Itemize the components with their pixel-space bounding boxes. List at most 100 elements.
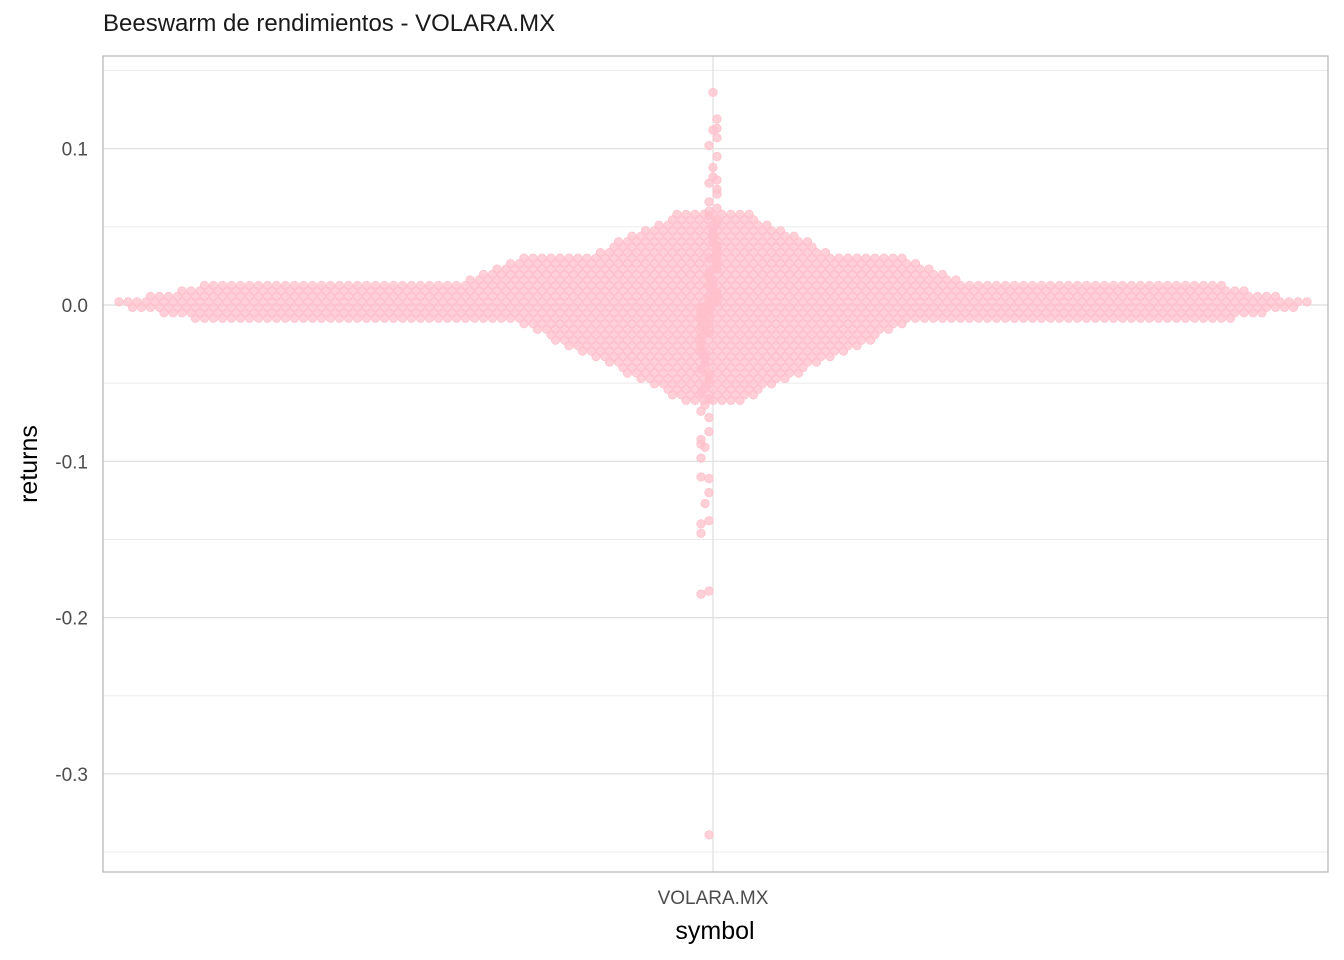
data-point	[1045, 313, 1056, 323]
data-point	[226, 313, 237, 323]
data-point	[343, 313, 354, 323]
data-point	[681, 395, 691, 405]
data-point	[352, 313, 363, 323]
data-point	[235, 313, 246, 323]
data-point	[1009, 313, 1020, 323]
data-point	[708, 87, 718, 98]
data-point	[696, 453, 706, 463]
data-point	[704, 586, 714, 596]
data-point	[505, 313, 516, 323]
data-point	[1135, 313, 1146, 323]
data-point	[136, 302, 147, 312]
data-point	[793, 368, 804, 378]
data-point	[415, 313, 426, 323]
y-axis-title: returns	[15, 425, 43, 503]
data-point	[519, 319, 529, 329]
data-point	[1198, 313, 1209, 323]
y-tick-label: -0.3	[55, 765, 88, 786]
data-point	[1117, 313, 1128, 323]
y-axis-ticks: 0.1 0.0 -0.1 -0.2 -0.3	[55, 140, 88, 786]
data-point	[145, 302, 156, 312]
data-point	[361, 313, 372, 323]
data-point	[700, 442, 710, 452]
data-point	[1171, 313, 1182, 323]
data-point	[667, 390, 678, 400]
data-point	[696, 528, 706, 538]
data-point	[1099, 313, 1110, 323]
data-point	[726, 395, 736, 405]
data-point	[704, 427, 714, 437]
data-point	[1036, 313, 1047, 323]
data-point	[208, 313, 219, 323]
data-point	[1054, 313, 1065, 323]
data-point	[244, 313, 255, 323]
data-point	[1225, 313, 1236, 323]
data-point	[460, 313, 471, 323]
data-point	[1189, 313, 1200, 323]
data-point	[550, 335, 561, 345]
data-point	[964, 313, 975, 323]
data-point	[424, 313, 435, 323]
data-point	[700, 498, 710, 509]
data-point	[334, 313, 345, 323]
data-point	[406, 313, 417, 323]
data-point	[478, 313, 489, 323]
data-point	[704, 412, 714, 423]
data-point	[1180, 313, 1191, 323]
data-point	[1302, 297, 1312, 307]
data-point	[897, 319, 907, 329]
y-tick-label: 0.0	[62, 296, 88, 317]
data-point	[1239, 308, 1249, 318]
data-point	[712, 189, 722, 199]
data-point	[696, 519, 706, 529]
data-point	[307, 313, 318, 323]
data-point	[532, 324, 543, 334]
data-point	[704, 516, 714, 526]
data-point	[159, 308, 169, 318]
data-point	[1000, 313, 1011, 323]
data-point	[852, 341, 862, 351]
data-point	[717, 395, 727, 405]
data-point	[636, 373, 646, 384]
data-point	[316, 313, 327, 323]
data-point	[928, 313, 939, 323]
data-point	[1081, 313, 1092, 323]
x-tick-label: VOLARA.MX	[658, 888, 769, 909]
data-point	[712, 114, 722, 124]
data-point	[253, 313, 264, 323]
data-point	[1162, 313, 1173, 323]
data-point	[190, 313, 201, 323]
data-point	[1063, 313, 1074, 323]
data-point	[982, 313, 993, 323]
data-point	[838, 346, 849, 356]
data-point	[712, 175, 722, 185]
data-point	[379, 313, 390, 323]
data-point	[1072, 313, 1083, 323]
x-axis-ticks: VOLARA.MX	[658, 888, 769, 909]
data-point	[704, 140, 714, 151]
data-point	[1279, 302, 1290, 312]
data-point	[1270, 302, 1281, 312]
data-point	[649, 379, 660, 389]
data-point	[704, 473, 714, 484]
data-point	[487, 313, 498, 323]
data-point	[1216, 313, 1227, 323]
data-point	[1090, 313, 1101, 323]
data-point	[973, 313, 984, 323]
data-point	[1257, 308, 1267, 318]
data-point	[1288, 302, 1299, 312]
data-point	[217, 313, 228, 323]
data-point	[748, 390, 759, 400]
data-point	[712, 151, 722, 162]
x-axis-title: symbol	[675, 917, 754, 945]
data-point	[451, 313, 462, 323]
data-point	[1153, 313, 1164, 323]
data-point	[937, 313, 948, 323]
data-point	[712, 133, 722, 143]
data-point	[1207, 313, 1218, 323]
data-point	[919, 313, 930, 323]
data-point	[325, 313, 336, 323]
data-point	[1144, 313, 1155, 323]
data-point	[370, 313, 381, 323]
data-point	[298, 313, 309, 323]
